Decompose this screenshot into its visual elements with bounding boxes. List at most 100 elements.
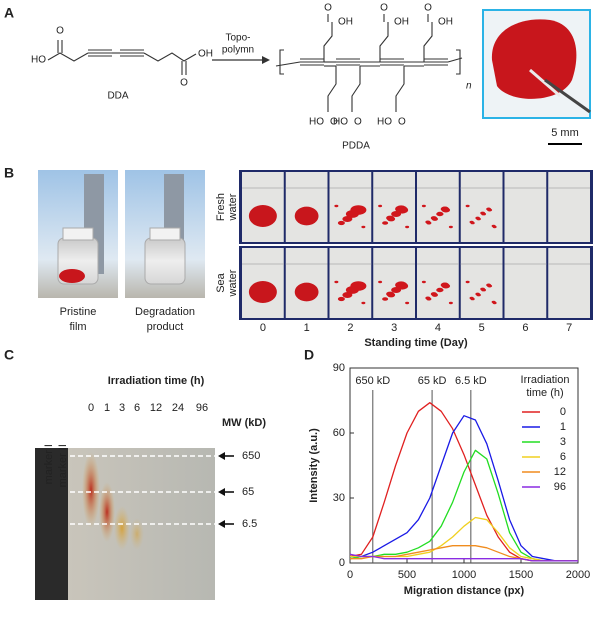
- film-piece: [391, 211, 402, 217]
- day-label: 7: [566, 322, 572, 334]
- axis-title: Standing time (Day): [364, 337, 468, 349]
- atom-label: OH: [438, 17, 453, 28]
- film-piece: [430, 216, 437, 220]
- film-piece: [386, 215, 395, 221]
- degradation-series: [239, 170, 593, 320]
- film-piece: [294, 206, 319, 226]
- time-label: 24: [172, 402, 184, 414]
- film-photo: [482, 9, 591, 119]
- film-piece: [378, 204, 383, 208]
- film-piece: [486, 207, 492, 211]
- mw-title: MW (kD): [222, 417, 266, 429]
- atom-label: OH: [198, 49, 213, 60]
- atom-label: HO: [31, 55, 46, 66]
- film-piece: [294, 282, 319, 302]
- film-piece: [345, 210, 359, 218]
- y-tick-label: 60: [333, 427, 345, 439]
- film-piece: [361, 301, 366, 305]
- series-line: [349, 449, 578, 562]
- scale-label: 5 mm: [551, 127, 579, 139]
- vial-frame: [548, 172, 590, 242]
- atom-label: OH: [394, 17, 409, 28]
- atom-label: O: [354, 117, 362, 128]
- repeat-label: n: [466, 81, 472, 92]
- atom-label: O: [324, 3, 332, 14]
- atom-label: HO: [333, 117, 348, 128]
- film-piece: [425, 296, 431, 300]
- day-label: 1: [304, 322, 310, 334]
- film-piece: [491, 224, 496, 228]
- x-tick-label: 0: [347, 569, 353, 581]
- legend-label: 0: [560, 406, 566, 418]
- marker-label: 650 kD: [355, 375, 390, 387]
- compound-label: PDDA: [342, 141, 370, 152]
- film-piece: [448, 225, 453, 229]
- lane-label: marker I: [43, 444, 55, 484]
- film-piece: [421, 280, 426, 284]
- film-piece: [491, 300, 496, 304]
- film-piece: [480, 287, 485, 291]
- legend-label: 12: [554, 466, 566, 478]
- film-piece: [361, 225, 366, 229]
- legend-label: 6: [560, 451, 566, 463]
- legend-label: 3: [560, 436, 566, 448]
- atom-label: OH: [338, 17, 353, 28]
- day-label: 3: [391, 322, 397, 334]
- row-label: water: [227, 269, 239, 297]
- reaction-label: Topo-: [225, 33, 250, 44]
- mw-arrowhead: [218, 488, 225, 496]
- lane-label: marker II: [57, 444, 69, 487]
- panel-label: D: [304, 347, 314, 363]
- photo-caption: product: [147, 321, 184, 333]
- legend-title: Irradiation: [521, 374, 570, 386]
- reaction-arrow: [212, 56, 270, 64]
- atom-label: O: [180, 78, 188, 89]
- row-label: water: [227, 193, 239, 221]
- film-piece: [465, 280, 470, 284]
- film-piece: [395, 281, 408, 289]
- x-tick-label: 1000: [452, 569, 476, 581]
- gel-title: Irradiation time (h): [108, 375, 205, 387]
- row-label: Sea: [215, 272, 227, 292]
- film-piece: [469, 220, 474, 224]
- film-piece: [436, 287, 444, 293]
- time-label: 12: [150, 402, 162, 414]
- film-piece: [465, 204, 470, 208]
- series-line: [349, 553, 578, 562]
- y-tick-label: 90: [333, 362, 345, 374]
- row-label: Fresh: [215, 193, 227, 221]
- mw-arrowhead: [218, 452, 225, 460]
- atom-label: O: [330, 117, 338, 128]
- film-piece: [475, 292, 480, 296]
- film-piece: [436, 211, 444, 217]
- day-label: 5: [479, 322, 485, 334]
- series-line: [349, 402, 578, 562]
- mw-label: 650: [242, 450, 260, 462]
- degradation-photo: [125, 170, 205, 298]
- film-piece: [337, 220, 345, 226]
- film-piece: [378, 280, 383, 284]
- time-label: 6: [134, 402, 140, 414]
- y-tick-label: 0: [339, 557, 345, 569]
- film-piece: [382, 297, 389, 301]
- film-piece: [405, 301, 410, 305]
- x-axis-title: Migration distance (px): [404, 585, 525, 597]
- pdda-structure: [275, 14, 463, 112]
- film-piece: [334, 280, 339, 284]
- film-piece: [469, 296, 474, 300]
- mw-label: 6.5: [242, 518, 257, 530]
- atom-label: O: [56, 26, 64, 37]
- film-piece: [345, 286, 359, 294]
- y-axis-title: Intensity (a.u.): [308, 428, 320, 503]
- x-tick-label: 500: [398, 569, 416, 581]
- time-label: 1: [104, 402, 110, 414]
- mw-arrowhead: [218, 520, 225, 528]
- film-piece: [248, 205, 277, 227]
- film-piece: [382, 221, 389, 225]
- day-label: 4: [435, 322, 441, 334]
- pristine-photo: [38, 170, 118, 298]
- day-label: 0: [260, 322, 266, 334]
- day-label: 6: [522, 322, 528, 334]
- vial-frame: [548, 248, 590, 318]
